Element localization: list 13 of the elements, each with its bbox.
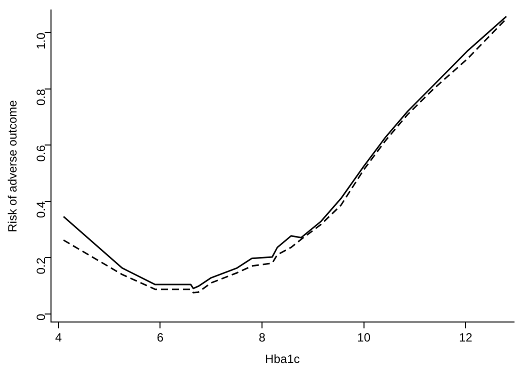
y-axis-title: Risk of adverse outcome (6, 100, 20, 232)
y-tick-label: 0.4 (34, 201, 48, 218)
y-tick-label: 1.0 (34, 32, 48, 50)
y-tick-label: 0.6 (34, 144, 48, 162)
x-axis-title: Hba1c (265, 352, 300, 366)
y-tick-label: 0 (34, 313, 48, 320)
x-tick-label: 8 (258, 330, 266, 345)
x-tick-label: 12 (458, 330, 473, 345)
x-tick-label: 4 (55, 330, 62, 345)
x-tick-label: 10 (357, 330, 371, 345)
y-tick-label: 0.2 (34, 257, 48, 274)
x-tick-label: 6 (156, 330, 164, 345)
y-tick-label: 0.8 (34, 88, 48, 106)
